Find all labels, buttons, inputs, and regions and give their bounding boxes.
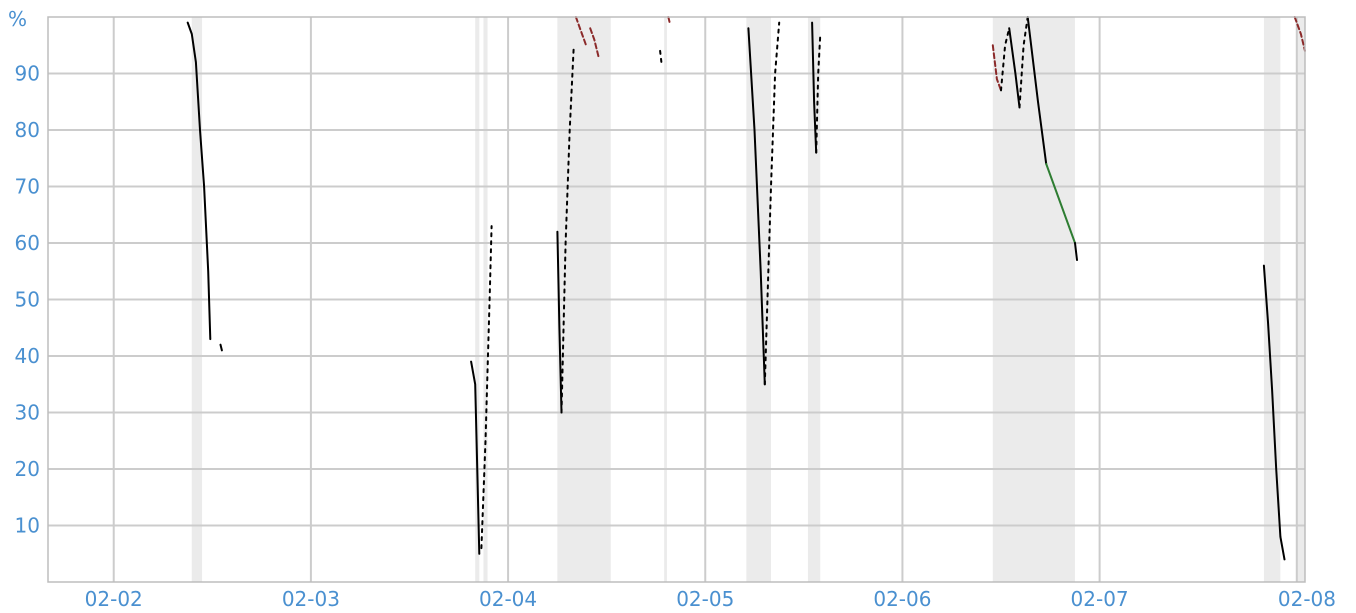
horizontal-gridlines [48, 72, 1305, 527]
x-tick-label-02-08: 02-08 [1278, 587, 1336, 611]
y-tick-label-90: 90 [15, 62, 40, 86]
series-line-21-discharge [1262, 264, 1286, 561]
series-line-1-discharge [219, 343, 223, 352]
series-line-13-charge [815, 33, 822, 154]
series-line-17-charge [1018, 16, 1029, 109]
y-tick-label-60: 60 [15, 231, 40, 255]
x-tick-label-02-05: 02-05 [676, 587, 734, 611]
y-tick-label-10: 10 [15, 514, 40, 538]
y-tick-label-20: 20 [15, 457, 40, 481]
series-line-3-charge [480, 225, 493, 550]
series-line-6-full [574, 16, 588, 47]
series-line-18-discharge [1026, 16, 1048, 165]
series-line-15-charge [1000, 27, 1011, 92]
series-line-19-idle [1045, 162, 1076, 244]
x-tick-label-02-02: 02-02 [85, 587, 143, 611]
series-line-4-discharge [556, 230, 563, 414]
series-line-2-discharge [470, 360, 481, 555]
y-axis-unit-label: % [8, 7, 27, 31]
plot-border [47, 16, 1306, 583]
x-tick-label-02-04: 02-04 [479, 587, 537, 611]
y-tick-label-40: 40 [15, 344, 40, 368]
series-line-0-discharge [186, 21, 212, 341]
series-line-11-charge [763, 21, 781, 386]
y-tick-label-50: 50 [15, 288, 40, 312]
data-series [186, 16, 1306, 561]
series-line-12-discharge [811, 21, 818, 154]
y-axis-tick-labels: 10 20 30 40 50 60 70 80 90 [15, 62, 40, 538]
plot-frame [47, 16, 1306, 583]
series-line-16-discharge [1008, 27, 1021, 109]
series-line-10-discharge [747, 27, 766, 386]
series-line-8-charge [659, 49, 663, 64]
y-tick-label-30: 30 [15, 401, 40, 425]
x-tick-label-02-06: 02-06 [873, 587, 931, 611]
series-line-22-full [1293, 16, 1306, 52]
series-line-7-full [589, 27, 600, 58]
x-axis-tick-labels: 02-02 02-03 02-04 02-05 02-06 02-07 02-08 [85, 587, 1336, 611]
series-line-14-full [991, 44, 1002, 92]
series-line-20-discharge [1074, 242, 1078, 261]
x-tick-label-02-03: 02-03 [282, 587, 340, 611]
y-tick-label-80: 80 [15, 118, 40, 142]
x-tick-label-02-07: 02-07 [1071, 587, 1129, 611]
y-tick-label-70: 70 [15, 175, 40, 199]
series-line-9-full [667, 16, 671, 24]
series-line-5-charge [560, 44, 575, 414]
